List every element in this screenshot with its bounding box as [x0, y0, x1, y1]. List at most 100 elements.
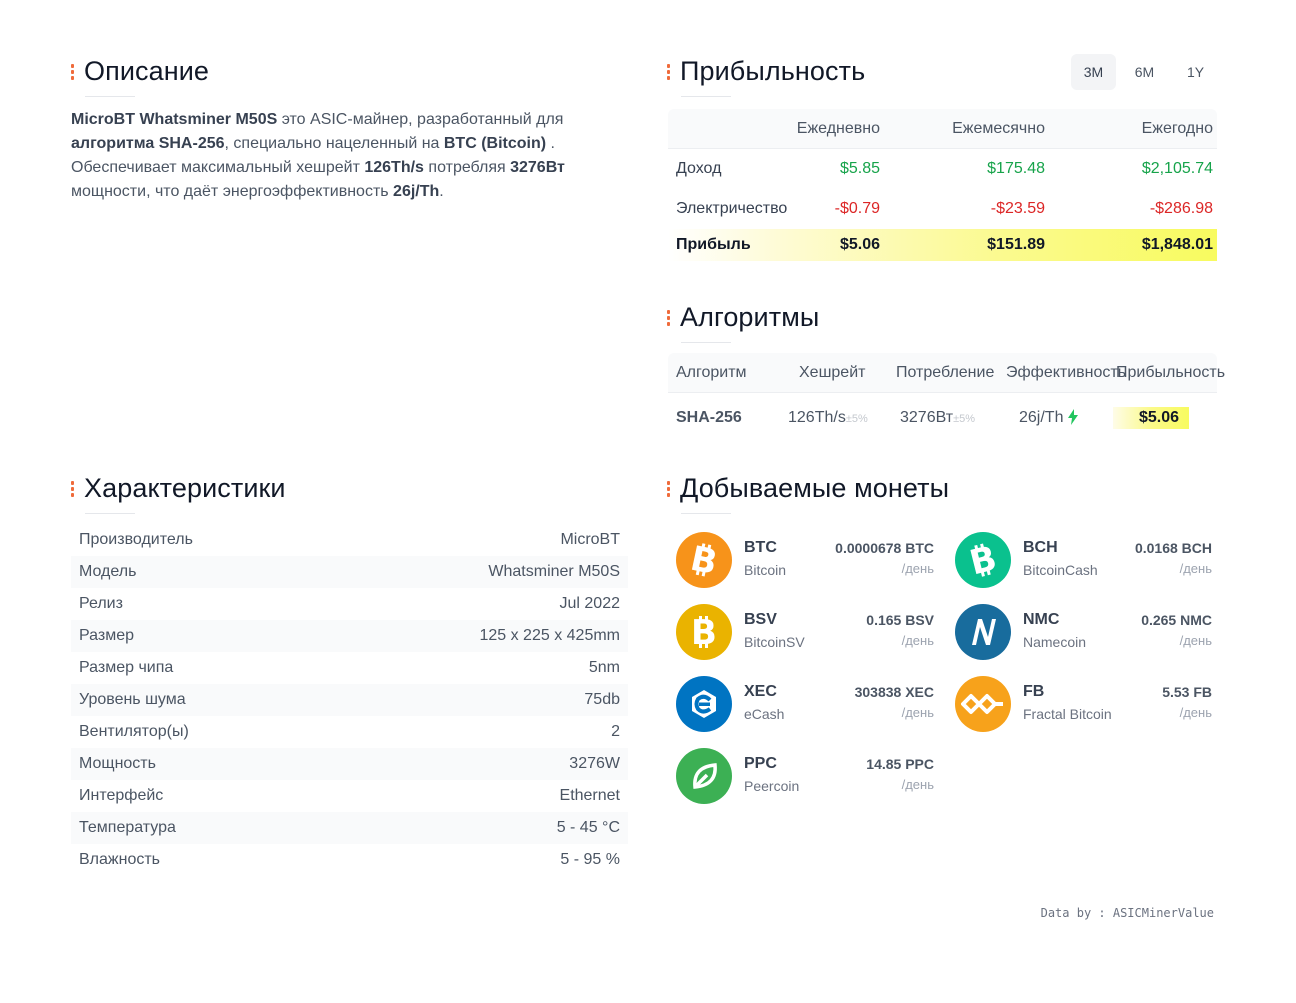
- coin-symbol: FB: [1023, 683, 1045, 700]
- table-row-income: Доход $5.85 $175.48 $2,105.74: [668, 149, 1217, 189]
- spec-row: Уровень шума 75db: [71, 684, 628, 716]
- bitcoincash-icon: B: [955, 532, 1011, 588]
- coin-period: /день: [901, 633, 934, 648]
- coin-amount: 0.165 BSV: [866, 612, 934, 628]
- period-1y-button[interactable]: 1Y: [1186, 64, 1205, 80]
- coin-item-bch[interactable]: B BCH BitcoinCash 0.0168 BCH /день: [955, 532, 1214, 592]
- bitcoin-icon: B: [676, 532, 732, 588]
- coin-amount: 0.265 NMC: [1141, 612, 1212, 628]
- coin-period: /день: [901, 705, 934, 720]
- column-header-daily: Ежедневно: [796, 119, 880, 137]
- coin-item-btc[interactable]: B BTC Bitcoin 0.0000678 BTC /день: [676, 532, 936, 592]
- column-header-yearly: Ежегодно: [1141, 119, 1213, 137]
- coin-amount: 5.53 FB: [1162, 684, 1212, 700]
- description-text: MicroBT Whatsminer M50S это ASIC-майнер,…: [71, 111, 565, 200]
- spec-row: Релиз Jul 2022: [79, 595, 620, 612]
- spec-row: Интерфейс Ethernet: [79, 787, 620, 804]
- coin-name: Namecoin: [1023, 634, 1087, 650]
- svg-text:B: B: [691, 614, 717, 650]
- coin-period: /день: [901, 561, 934, 576]
- period-selector: 3M 6M 1Y: [1071, 54, 1218, 90]
- coin-amount: 0.0168 BCH: [1134, 540, 1212, 556]
- bitcoinsv-icon: B: [676, 604, 732, 660]
- period-6m-button[interactable]: 6M: [1134, 64, 1155, 80]
- description-header: Описание: [71, 56, 210, 97]
- coin-symbol: BTC: [744, 539, 777, 556]
- fractal-icon: [955, 676, 1011, 732]
- spec-row: Производитель MicroBT: [79, 531, 620, 548]
- spec-row: Вентилятор(ы) 2: [79, 723, 620, 740]
- spec-row: Температура 5 - 45 °C: [71, 812, 628, 844]
- coin-item-xec[interactable]: XEC eCash 303838 XEC /день: [676, 676, 936, 736]
- coin-symbol: NMC: [1023, 611, 1060, 628]
- column-header-power: Потребление: [896, 363, 995, 381]
- coin-amount: 14.85 PPC: [866, 756, 934, 772]
- table-row: SHA-256 126Th/s±5% 3276Вт±5% 26j/Th $5.0…: [668, 393, 1217, 443]
- profit-yearly: $1,848.01: [1141, 236, 1213, 253]
- algorithms-header: Алгоритмы: [667, 302, 820, 343]
- coin-item-fb[interactable]: FB Fractal Bitcoin 5.53 FB /день: [955, 676, 1214, 736]
- coin-period: /день: [1179, 705, 1212, 720]
- profitability-header: Прибыльность: [667, 56, 866, 97]
- coins-title: Добываемые монеты: [680, 473, 950, 503]
- profit-daily: $5.06: [839, 236, 880, 253]
- column-header-hashrate: Хешрейт: [799, 363, 866, 381]
- description-title: Описание: [84, 56, 210, 86]
- coin-symbol: BCH: [1023, 539, 1058, 556]
- specs-table: Производитель MicroBT Модель Whatsminer M5…: [71, 524, 628, 876]
- coin-amount: 0.0000678 BTC: [835, 540, 934, 556]
- section-marker-icon: [71, 480, 75, 497]
- table-header: Ежедневно Ежемесячно Ежегодно: [668, 109, 1217, 149]
- coin-name: eCash: [744, 706, 785, 722]
- data-source-credit: Data by : ASICMinerValue: [1040, 906, 1214, 920]
- income-daily: $5.85: [839, 160, 880, 177]
- hashrate-value: 126Th/s±5%: [788, 409, 868, 426]
- coins-header: Добываемые монеты: [667, 473, 950, 514]
- coin-item-bsv[interactable]: B BSV BitcoinSV 0.165 BSV /день: [676, 604, 936, 664]
- coin-name: BitcoinCash: [1023, 562, 1098, 578]
- specs-title: Характеристики: [84, 473, 286, 503]
- column-header-profitability: Прибыльность: [1116, 363, 1226, 381]
- algorithms-table: Алгоритм Хешрейт Потребление Эффективнос…: [668, 353, 1225, 443]
- row-label: Доход: [676, 160, 722, 177]
- profitability-table: Ежедневно Ежемесячно Ежегодно Доход $5.8…: [668, 109, 1217, 261]
- coin-name: Peercoin: [744, 778, 800, 794]
- electricity-monthly: -$23.59: [990, 200, 1045, 217]
- coin-name: Bitcoin: [744, 562, 787, 578]
- ecash-icon: [676, 676, 732, 732]
- profitability-title: Прибыльность: [680, 56, 866, 86]
- table-header: Алгоритм Хешрейт Потребление Эффективнос…: [668, 353, 1225, 393]
- coin-period: /день: [1179, 561, 1212, 576]
- column-header-efficiency: Эффективность: [1006, 363, 1127, 381]
- column-header-algorithm: Алгоритм: [676, 363, 747, 381]
- coin-symbol: PPC: [744, 755, 777, 772]
- section-marker-icon: [667, 63, 671, 80]
- table-row-profit: Прибыль $5.06 $151.89 $1,848.01: [668, 229, 1217, 261]
- spec-row: Размер чипа 5nm: [79, 659, 620, 676]
- peercoin-icon: [676, 748, 732, 804]
- section-marker-icon: [667, 309, 671, 326]
- electricity-yearly: -$286.98: [1149, 200, 1213, 217]
- profit-monthly: $151.89: [987, 236, 1045, 253]
- algorithm-profit: $5.06: [1113, 407, 1190, 429]
- column-header-monthly: Ежемесячно: [952, 119, 1045, 137]
- specs-header: Характеристики: [71, 473, 286, 514]
- coin-period: /день: [901, 777, 934, 792]
- coin-symbol: XEC: [744, 683, 777, 700]
- electricity-daily: -$0.79: [834, 200, 880, 217]
- coin-name: Fractal Bitcoin: [1023, 706, 1112, 722]
- section-marker-icon: [667, 480, 671, 497]
- table-row-electricity: Электричество -$0.79 -$23.59 -$286.98: [668, 189, 1217, 229]
- income-yearly: $2,105.74: [1141, 160, 1213, 177]
- spec-row: Мощность 3276W: [71, 748, 628, 780]
- period-3m-button[interactable]: 3M: [1071, 54, 1116, 90]
- income-monthly: $175.48: [987, 160, 1045, 177]
- spec-row: Модель Whatsminer M50S: [71, 556, 628, 588]
- coin-item-nmc[interactable]: NMC Namecoin 0.265 NMC /день: [955, 604, 1214, 664]
- coin-amount: 303838 XEC: [854, 684, 934, 700]
- row-label: Прибыль: [676, 236, 751, 253]
- coin-item-ppc[interactable]: PPC Peercoin 14.85 PPC /день: [676, 748, 936, 808]
- lightning-icon: [1067, 409, 1078, 425]
- algorithms-title: Алгоритмы: [680, 302, 820, 332]
- coin-name: BitcoinSV: [744, 634, 805, 650]
